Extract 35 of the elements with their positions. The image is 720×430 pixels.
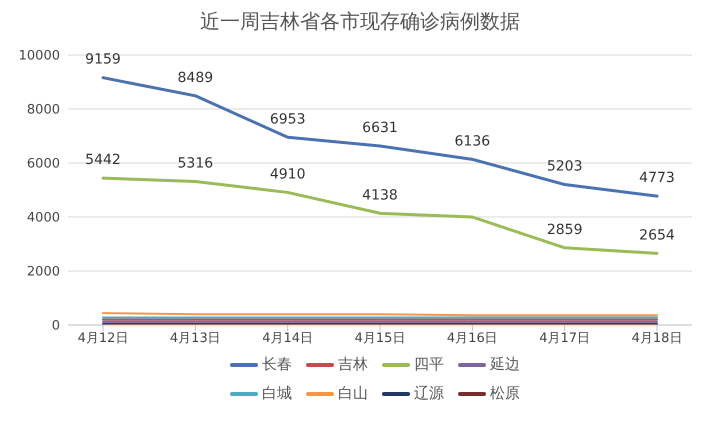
- data-label: 5203: [546, 158, 582, 175]
- data-label: 4138: [362, 187, 398, 204]
- data-label: 6631: [362, 120, 398, 136]
- legend-label: 白城: [262, 384, 292, 403]
- x-tick-label: 4月17日: [539, 331, 590, 346]
- data-label: 8489: [178, 70, 214, 86]
- legend-label: 延边: [490, 355, 520, 374]
- y-tick-label: 4000: [26, 210, 60, 226]
- data-label: 4773: [639, 170, 675, 186]
- data-label: 2654: [639, 227, 675, 244]
- y-tick-label: 10000: [18, 48, 60, 64]
- x-tick-label: 4月18日: [632, 331, 682, 346]
- data-label: 9159: [85, 52, 121, 68]
- legend-label: 松原: [490, 384, 520, 403]
- x-tick-label: 4月14日: [262, 331, 314, 346]
- data-label: 6136: [454, 133, 490, 150]
- data-label: 2859: [546, 222, 582, 238]
- legend-label: 吉林: [338, 355, 368, 374]
- chart-title: 近一周吉林省各市现存确诊病例数据: [199, 8, 521, 35]
- y-tick-label: 0: [52, 318, 60, 334]
- x-tick-label: 4月16日: [446, 331, 498, 346]
- data-label: 6953: [270, 111, 306, 128]
- data-label: 5316: [178, 155, 214, 172]
- data-label: 4910: [270, 166, 306, 182]
- y-tick-label: 8000: [26, 102, 60, 118]
- legend-label: 四平: [414, 355, 444, 374]
- x-tick-label: 4月12日: [78, 331, 128, 346]
- data-label: 5442: [85, 152, 121, 168]
- legend-label: 白山: [338, 384, 368, 403]
- legend-label: 辽源: [414, 384, 444, 403]
- y-tick-label: 6000: [26, 156, 60, 172]
- legend-label: 长春: [262, 355, 292, 374]
- x-tick-label: 4月13日: [170, 331, 221, 346]
- x-tick-label: 4月15日: [354, 331, 406, 346]
- y-tick-label: 2000: [26, 264, 60, 280]
